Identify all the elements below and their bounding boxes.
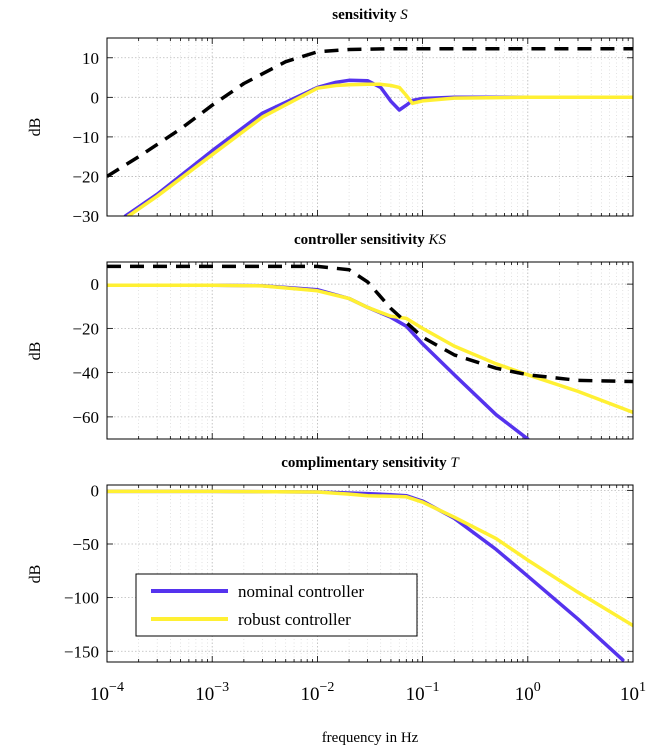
x-tick-label: 100 <box>515 680 541 705</box>
y-tick-label: 0 <box>91 481 100 500</box>
y-tick-label: 0 <box>91 275 100 294</box>
y-tick-label: −150 <box>64 642 99 661</box>
panel-3-frame <box>106 484 634 663</box>
panel-2-series <box>107 264 633 439</box>
legend-label-robust: robust controller <box>238 610 351 629</box>
panel-2-title: controller sensitivity KS <box>294 232 446 248</box>
y-tick-label: −100 <box>64 589 99 608</box>
panel-2-ylabel: dB <box>27 342 44 361</box>
x-tick-label: 10−2 <box>300 680 334 705</box>
x-tick-label: 101 <box>620 680 646 705</box>
y-tick-label: −20 <box>72 167 99 186</box>
panel-3-title: complimentary sensitivity T <box>281 455 460 471</box>
x-tick-label: 10−4 <box>90 680 124 705</box>
y-tick-label: −10 <box>72 128 99 147</box>
panel-2-frame <box>106 261 634 440</box>
series-line-nominal <box>123 78 633 216</box>
panel-1-frame <box>106 37 634 217</box>
y-tick-label: 10 <box>82 49 99 68</box>
x-tick-labels: 10−4 10−3 10−2 10−1 100 101 <box>90 680 646 705</box>
panel-2-yticks: 0 −20 −40 −60 <box>72 275 99 427</box>
panel-sensitivity: sensitivity S 10 0 −10 −20 −30 dB <box>27 7 634 226</box>
panel-1-series <box>107 46 633 216</box>
series-line-robust <box>126 82 633 216</box>
y-tick-label: −30 <box>72 207 99 226</box>
y-tick-label: 0 <box>91 88 100 107</box>
y-tick-label: −50 <box>72 535 99 554</box>
series-line-bound <box>107 46 633 178</box>
series-line-robust <box>107 489 633 628</box>
series-line-robust <box>107 283 633 415</box>
panel-3-ylabel: dB <box>27 565 44 584</box>
legend-box <box>135 573 418 637</box>
panel-complimentary-sensitivity: complimentary sensitivity T 0 −50 −100 −150… <box>27 455 634 663</box>
panel-controller-sensitivity: controller sensitivity KS 0 −20 −40 −60 dB <box>27 232 634 440</box>
x-tick-label: 10−1 <box>406 680 440 705</box>
panel-1-yticks: 10 0 −10 −20 −30 <box>72 49 99 226</box>
panel-2-grid <box>106 262 633 439</box>
panel-3-series <box>107 489 633 662</box>
panel-1-ylabel: dB <box>27 118 44 137</box>
series-line-bound <box>107 264 633 384</box>
x-tick-label: 10−3 <box>195 680 229 705</box>
panel-1-title: sensitivity S <box>332 7 408 23</box>
y-tick-label: −20 <box>72 319 99 338</box>
x-axis-label: frequency in Hz <box>322 730 419 746</box>
y-tick-label: −60 <box>72 408 99 427</box>
legend-label-nominal: nominal controller <box>238 582 364 601</box>
y-tick-label: −40 <box>72 364 99 383</box>
panel-3-yticks: 0 −50 −100 −150 <box>64 481 99 661</box>
legend: nominal controller robust controller <box>135 573 418 637</box>
